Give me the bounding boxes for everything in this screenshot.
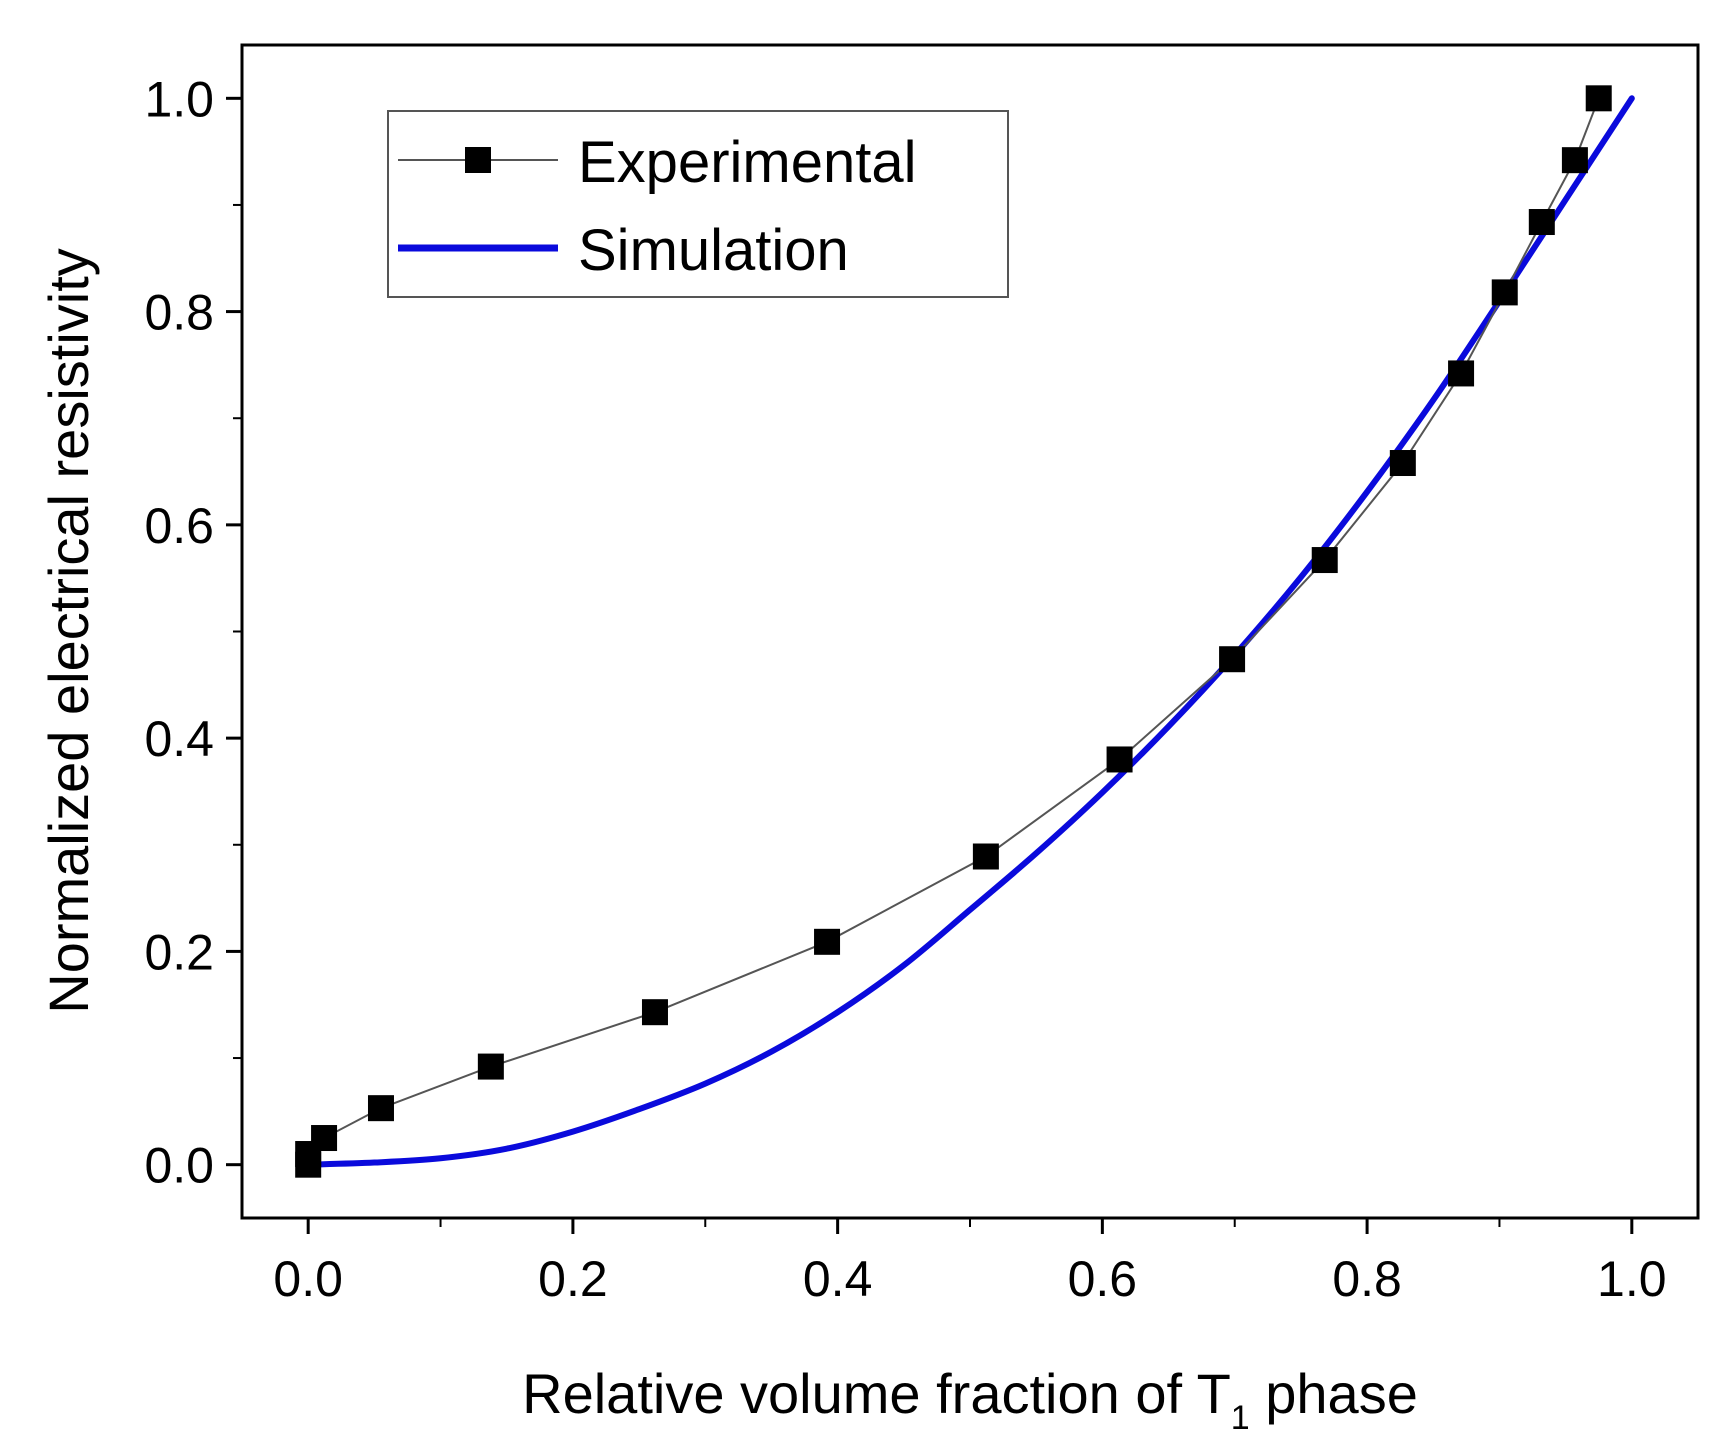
experimental-point xyxy=(1528,209,1555,236)
x-axis-title-main: Relative volume fraction of T xyxy=(522,1362,1231,1425)
y-tick-label: 0.6 xyxy=(144,498,214,554)
experimental-point xyxy=(641,999,668,1026)
x-tick-label: 0.8 xyxy=(1332,1251,1402,1307)
experimental-point xyxy=(1491,279,1518,306)
x-axis-title-subscript: 1 xyxy=(1231,1399,1250,1437)
experimental-point xyxy=(1389,450,1416,477)
experimental-point xyxy=(1561,147,1588,174)
y-tick-label: 1.0 xyxy=(144,71,214,127)
legend-box xyxy=(387,110,1009,298)
experimental-point xyxy=(1585,85,1612,112)
x-axis-title-suffix: phase xyxy=(1250,1362,1418,1425)
y-tick-label: 0.8 xyxy=(144,285,214,341)
x-axis-title: Relative volume fraction of T1 phase xyxy=(522,1362,1418,1437)
plot-frame xyxy=(240,43,1700,1220)
x-tick-label: 0.4 xyxy=(803,1251,873,1307)
y-tick-label: 0.0 xyxy=(144,1138,214,1194)
ticks-layer: 0.0 0.2 0.4 0.6 0.8 1.0 0.0 0.2 0.4 0.6 0.8 1.0 xyxy=(144,71,1666,1307)
y-tick-label: 0.4 xyxy=(144,711,214,767)
series-layer xyxy=(295,85,1635,1178)
experimental-point xyxy=(1311,547,1338,574)
experimental-point xyxy=(311,1125,338,1152)
legend-experimental-label: Experimental xyxy=(578,130,916,195)
experimental-point xyxy=(972,843,999,870)
legend-simulation-label: Simulation xyxy=(578,218,849,283)
legend-experimental-marker xyxy=(465,147,491,173)
legend: Experimental Simulation xyxy=(387,110,1009,298)
experimental-point xyxy=(367,1095,394,1122)
y-tick-label: 0.2 xyxy=(144,924,214,980)
x-tick-label: 0.0 xyxy=(273,1251,343,1307)
experimental-point xyxy=(1448,360,1475,387)
x-tick-label: 0.6 xyxy=(1068,1251,1138,1307)
x-tick-label: 0.2 xyxy=(538,1251,608,1307)
experimental-point xyxy=(477,1053,504,1080)
simulation-line xyxy=(305,95,1635,1168)
y-axis-title: Normalized electrical resistivity xyxy=(37,248,100,1014)
experimental-point xyxy=(1106,746,1133,773)
experimental-point xyxy=(1219,646,1246,673)
experimental-point xyxy=(814,928,841,955)
x-tick-label: 1.0 xyxy=(1597,1251,1667,1307)
